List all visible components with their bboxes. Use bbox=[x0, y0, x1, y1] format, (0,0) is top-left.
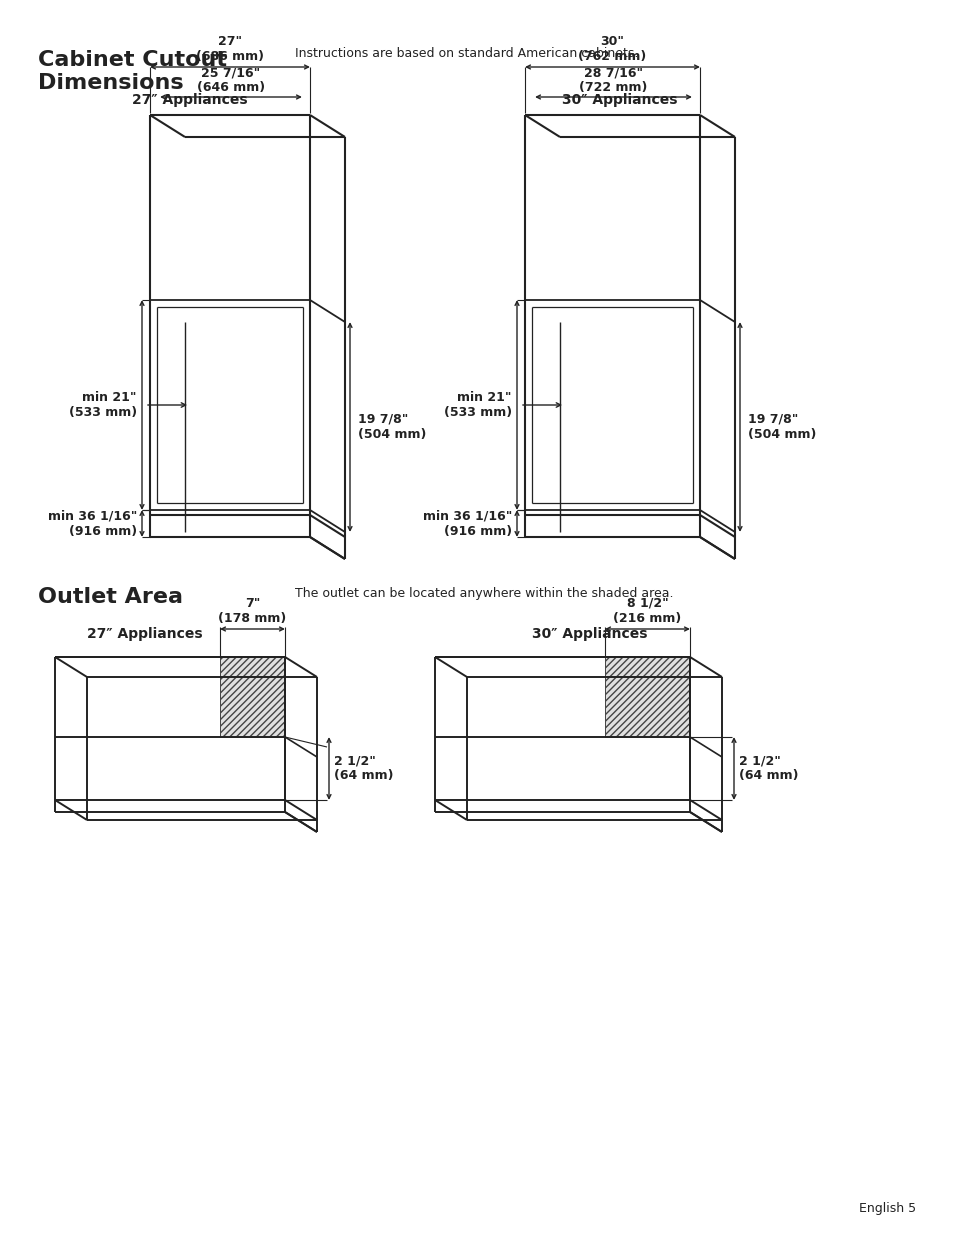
Text: 30″ Appliances: 30″ Appliances bbox=[561, 93, 677, 107]
Text: The outlet can be located anywhere within the shaded area.: The outlet can be located anywhere withi… bbox=[294, 587, 673, 600]
Text: 27″ Appliances: 27″ Appliances bbox=[132, 93, 248, 107]
Text: 30"
(762 mm): 30" (762 mm) bbox=[578, 35, 646, 63]
Text: 27″ Appliances: 27″ Appliances bbox=[87, 627, 203, 641]
Text: 7"
(178 mm): 7" (178 mm) bbox=[218, 597, 286, 625]
Text: Cabinet Cutout: Cabinet Cutout bbox=[38, 49, 227, 70]
Text: 28 7/16"
(722 mm): 28 7/16" (722 mm) bbox=[578, 65, 647, 94]
Text: 19 7/8"
(504 mm): 19 7/8" (504 mm) bbox=[747, 412, 816, 441]
Text: min 36 1/16"
(916 mm): min 36 1/16" (916 mm) bbox=[48, 510, 137, 537]
Text: Outlet Area: Outlet Area bbox=[38, 587, 183, 606]
Text: 30″ Appliances: 30″ Appliances bbox=[532, 627, 647, 641]
Text: Instructions are based on standard American cabinets.: Instructions are based on standard Ameri… bbox=[294, 47, 638, 61]
Text: English 5: English 5 bbox=[858, 1202, 915, 1215]
Text: Dimensions: Dimensions bbox=[38, 73, 183, 93]
Text: 25 7/16"
(646 mm): 25 7/16" (646 mm) bbox=[196, 65, 265, 94]
Text: 2 1/2"
(64 mm): 2 1/2" (64 mm) bbox=[334, 755, 393, 783]
Text: 19 7/8"
(504 mm): 19 7/8" (504 mm) bbox=[357, 412, 426, 441]
Text: 8 1/2"
(216 mm): 8 1/2" (216 mm) bbox=[613, 597, 680, 625]
Text: 27"
(686 mm): 27" (686 mm) bbox=[195, 35, 264, 63]
Text: min 36 1/16"
(916 mm): min 36 1/16" (916 mm) bbox=[422, 510, 512, 537]
Text: 2 1/2"
(64 mm): 2 1/2" (64 mm) bbox=[739, 755, 798, 783]
Bar bbox=[220, 657, 285, 737]
Text: min 21"
(533 mm): min 21" (533 mm) bbox=[443, 391, 512, 419]
Text: min 21"
(533 mm): min 21" (533 mm) bbox=[69, 391, 137, 419]
Bar bbox=[604, 657, 689, 737]
